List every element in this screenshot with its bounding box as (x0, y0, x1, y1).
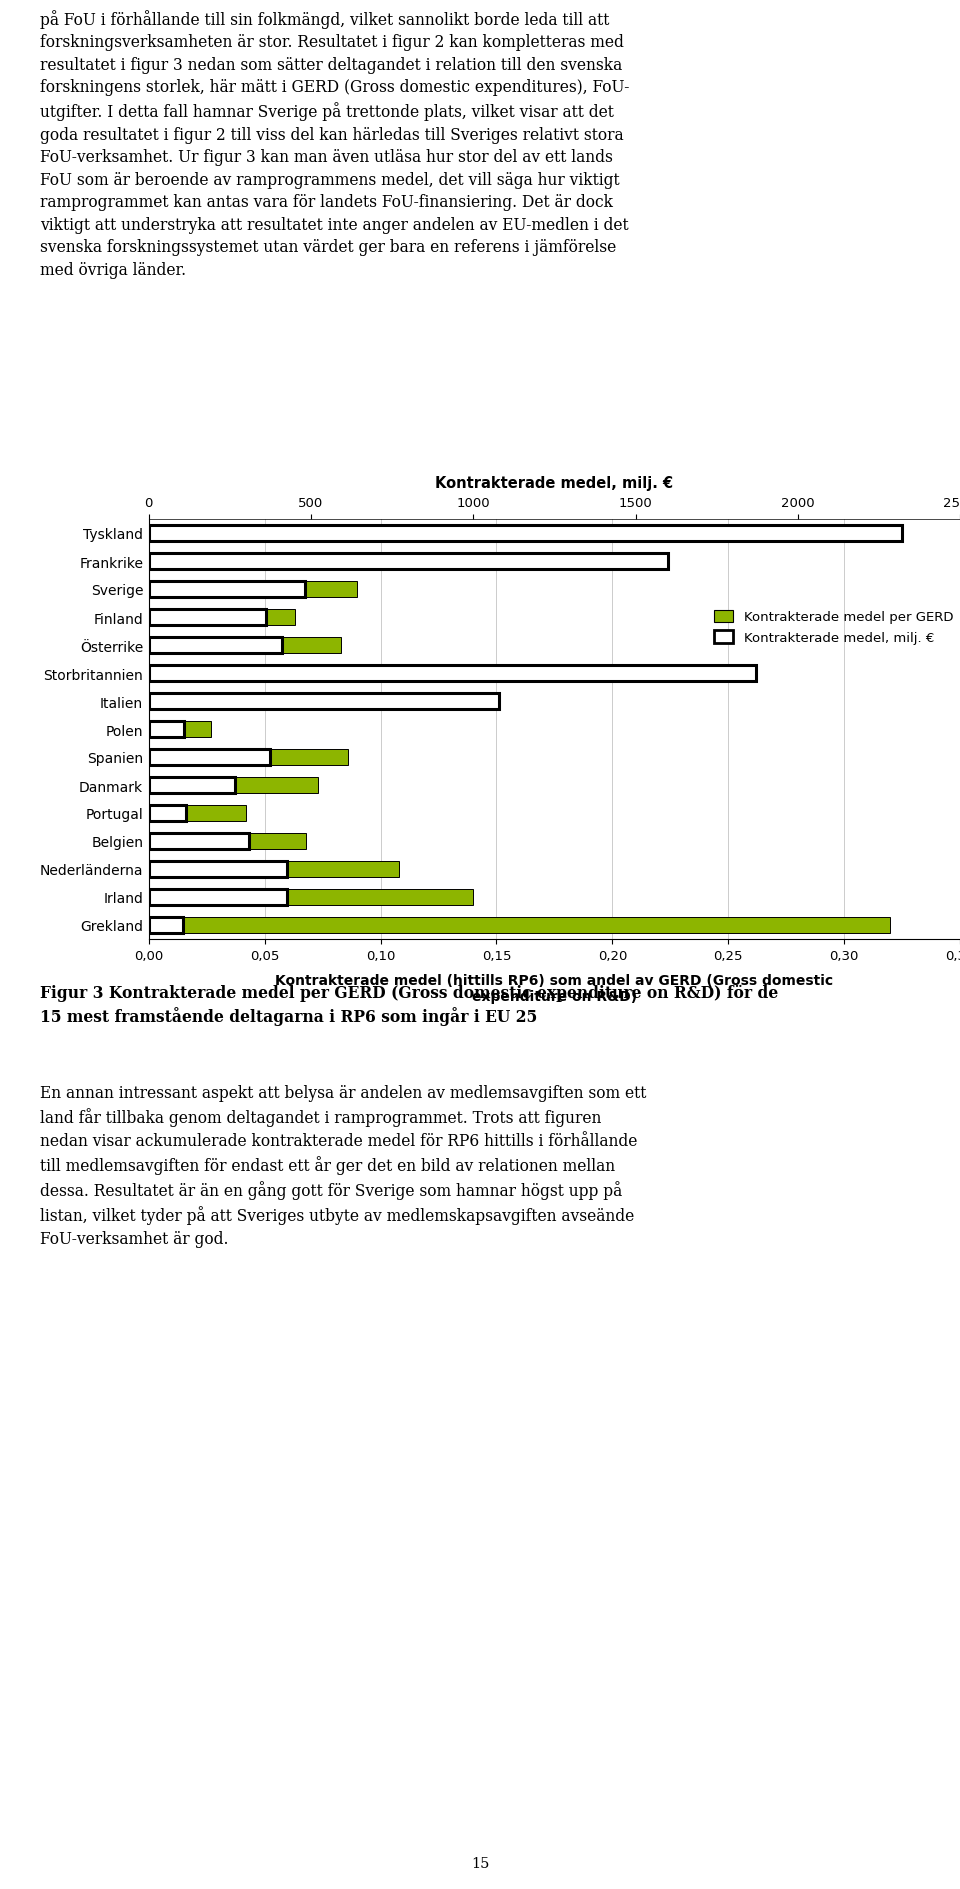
X-axis label: Kontrakterade medel (hittills RP6) som andel av GERD (Gross domestic
expenditure: Kontrakterade medel (hittills RP6) som a… (276, 973, 833, 1003)
Bar (149, 890, 287, 907)
Bar (149, 553, 668, 570)
Bar (149, 637, 341, 654)
Bar (149, 665, 272, 682)
Bar (149, 525, 901, 542)
Bar (149, 890, 473, 907)
Bar (149, 722, 211, 739)
X-axis label: Kontrakterade medel, milj. €: Kontrakterade medel, milj. € (435, 476, 674, 491)
Bar (149, 918, 891, 933)
Text: Figur 3 Kontrakterade medel per GERD (Gross domestic expenditure on R&D) för de
: Figur 3 Kontrakterade medel per GERD (Gr… (40, 984, 779, 1026)
Bar (149, 582, 304, 599)
Legend: Kontrakterade medel per GERD, Kontrakterade medel, milj. €: Kontrakterade medel per GERD, Kontrakter… (713, 610, 953, 644)
Bar (149, 750, 271, 767)
Bar (149, 722, 184, 739)
Bar (149, 833, 250, 850)
Bar (149, 693, 499, 710)
Bar (149, 805, 186, 822)
Bar (149, 553, 295, 570)
Bar (149, 525, 295, 542)
Bar (149, 833, 306, 850)
Bar (149, 776, 318, 793)
Bar (149, 610, 295, 625)
Bar (149, 861, 399, 878)
Bar (149, 693, 288, 710)
Bar (149, 861, 287, 878)
Text: 15: 15 (470, 1857, 490, 1870)
Bar (149, 918, 182, 933)
Bar (149, 665, 756, 682)
Bar (149, 805, 246, 822)
Bar (149, 637, 282, 654)
Text: En annan intressant aspekt att belysa är andelen av medlemsavgiften som ett
land: En annan intressant aspekt att belysa är… (40, 1084, 647, 1247)
Bar (149, 610, 266, 625)
Bar (149, 582, 357, 599)
Text: på FoU i förhållande till sin folkmängd, vilket sannolikt borde leda till att
fo: på FoU i förhållande till sin folkmängd,… (40, 9, 630, 278)
Bar (149, 776, 235, 793)
Bar (149, 750, 348, 767)
